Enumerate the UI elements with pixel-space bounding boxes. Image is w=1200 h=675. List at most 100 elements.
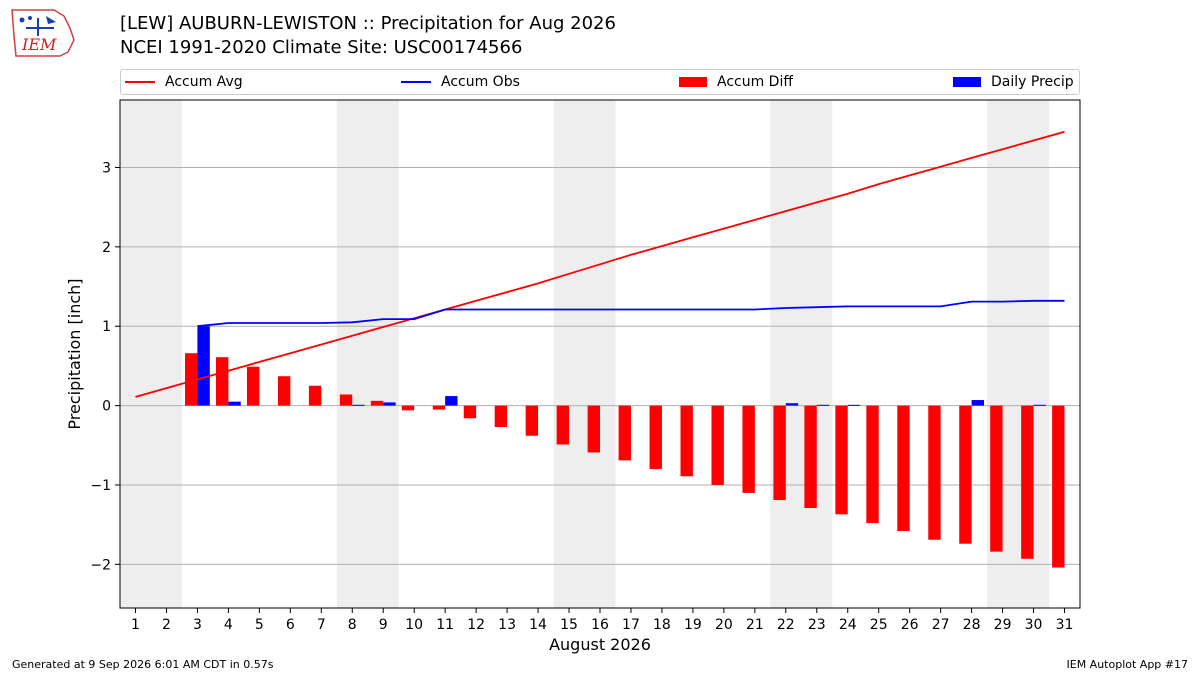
legend-swatch bbox=[401, 81, 431, 83]
x-tick-label: 26 bbox=[901, 617, 919, 633]
x-tick-label: 7 bbox=[317, 617, 326, 633]
accum-diff-bar bbox=[556, 405, 570, 445]
x-tick-label: 5 bbox=[255, 617, 264, 633]
accum-diff-bar bbox=[959, 405, 972, 544]
accum-diff-bar bbox=[587, 405, 600, 453]
daily-precip-bar bbox=[352, 404, 365, 406]
y-tick-label: 1 bbox=[102, 319, 111, 335]
weekend-shade bbox=[553, 100, 616, 608]
y-tick-label: 0 bbox=[102, 399, 111, 415]
daily-precip-bar bbox=[383, 402, 396, 406]
daily-precip-bar bbox=[971, 400, 984, 406]
legend-swatch bbox=[679, 77, 707, 87]
accum-diff-bar bbox=[401, 405, 415, 411]
legend-item-accum-diff: Accum Diff bbox=[679, 70, 793, 94]
accum-diff-bar bbox=[618, 405, 631, 461]
svg-text:IEM: IEM bbox=[21, 35, 57, 54]
accum-diff-bar bbox=[308, 385, 322, 406]
chart-title: [LEW] AUBURN-LEWISTON :: Precipitation f… bbox=[120, 13, 616, 34]
daily-precip-bar bbox=[197, 326, 210, 406]
x-tick-label: 9 bbox=[379, 617, 388, 633]
weekend-shade bbox=[336, 100, 399, 608]
daily-precip-bar bbox=[445, 396, 458, 406]
accum-diff-bar bbox=[866, 405, 879, 524]
y-axis-label: Precipitation [inch] bbox=[65, 278, 84, 429]
footer-app: IEM Autoplot App #17 bbox=[1066, 658, 1189, 671]
x-tick-label: 2 bbox=[162, 617, 171, 633]
x-tick-label: 31 bbox=[1056, 617, 1074, 633]
chart-subtitle: NCEI 1991-2020 Climate Site: USC00174566 bbox=[120, 37, 523, 58]
x-tick-label: 10 bbox=[405, 617, 423, 633]
x-tick-label: 27 bbox=[932, 617, 950, 633]
x-tick-label: 11 bbox=[436, 617, 454, 633]
legend-item-accum-avg: Accum Avg bbox=[125, 70, 243, 94]
accum-diff-bar bbox=[432, 405, 446, 410]
accum-diff-bar bbox=[370, 400, 384, 406]
legend-label: Accum Obs bbox=[441, 74, 520, 90]
weekend-shade bbox=[770, 100, 833, 608]
legend-label: Accum Avg bbox=[165, 74, 243, 90]
accum-diff-bar bbox=[1052, 405, 1065, 568]
x-axis-label: August 2026 bbox=[549, 635, 651, 654]
accum-diff-bar bbox=[835, 405, 848, 515]
x-tick-label: 3 bbox=[193, 617, 202, 633]
daily-precip-bar bbox=[1033, 404, 1046, 406]
y-tick-label: −2 bbox=[90, 557, 111, 573]
x-tick-label: 20 bbox=[715, 617, 733, 633]
x-tick-label: 25 bbox=[870, 617, 888, 633]
accum-diff-bar bbox=[897, 405, 910, 532]
accum-diff-bar bbox=[990, 405, 1003, 552]
accum-avg-line bbox=[135, 130, 1065, 398]
x-tick-label: 29 bbox=[994, 617, 1012, 633]
x-tick-label: 1 bbox=[131, 617, 140, 633]
daily-precip-bar bbox=[785, 403, 799, 406]
legend-label: Daily Precip bbox=[991, 74, 1074, 90]
x-tick-label: 15 bbox=[560, 617, 578, 633]
legend: Accum Avg Accum Obs Accum Diff Daily Pre… bbox=[120, 69, 1080, 95]
daily-precip-bar bbox=[847, 404, 861, 406]
accum-diff-bar bbox=[711, 405, 724, 485]
accum-diff-bar bbox=[216, 357, 229, 406]
legend-item-accum-obs: Accum Obs bbox=[401, 70, 520, 94]
x-tick-label: 19 bbox=[684, 617, 702, 633]
legend-label: Accum Diff bbox=[717, 74, 794, 90]
accum-diff-bar bbox=[463, 405, 477, 419]
footer-generated: Generated at 9 Sep 2026 6:01 AM CDT in 0… bbox=[12, 658, 274, 671]
y-tick-label: 2 bbox=[102, 240, 111, 256]
legend-swatch bbox=[953, 77, 981, 87]
x-tick-label: 16 bbox=[591, 617, 609, 633]
x-tick-label: 13 bbox=[498, 617, 516, 633]
x-tick-label: 8 bbox=[348, 617, 357, 633]
accum-diff-bar bbox=[277, 376, 291, 406]
x-tick-label: 22 bbox=[777, 617, 795, 633]
iem-logo: IEM bbox=[11, 9, 75, 57]
daily-precip-bar bbox=[816, 404, 830, 406]
x-tick-label: 28 bbox=[963, 617, 981, 633]
weekend-shade bbox=[120, 100, 182, 608]
accum-diff-bar bbox=[339, 394, 353, 406]
x-tick-label: 17 bbox=[622, 617, 640, 633]
x-tick-label: 14 bbox=[529, 617, 547, 633]
daily-precip-bar bbox=[228, 401, 241, 406]
accum-diff-bar bbox=[680, 405, 693, 477]
x-tick-label: 6 bbox=[286, 617, 295, 633]
accum-diff-bar bbox=[1021, 405, 1034, 559]
x-tick-label: 12 bbox=[467, 617, 485, 633]
accum-diff-bar bbox=[773, 405, 786, 501]
accum-diff-bar bbox=[742, 405, 755, 493]
accum-diff-bar bbox=[804, 405, 817, 508]
legend-swatch bbox=[125, 81, 155, 83]
x-tick-label: 23 bbox=[808, 617, 826, 633]
x-tick-label: 30 bbox=[1025, 617, 1043, 633]
accum-diff-bar bbox=[928, 405, 941, 540]
y-tick-label: 3 bbox=[102, 160, 111, 176]
x-tick-label: 21 bbox=[746, 617, 764, 633]
accum-obs-line bbox=[197, 299, 1065, 328]
accum-diff-bar bbox=[649, 405, 662, 470]
accum-diff-bar bbox=[185, 353, 198, 406]
y-tick-label: −1 bbox=[90, 478, 111, 494]
x-tick-label: 24 bbox=[839, 617, 857, 633]
legend-item-daily-precip: Daily Precip bbox=[953, 70, 1074, 94]
x-tick-label: 4 bbox=[224, 617, 233, 633]
